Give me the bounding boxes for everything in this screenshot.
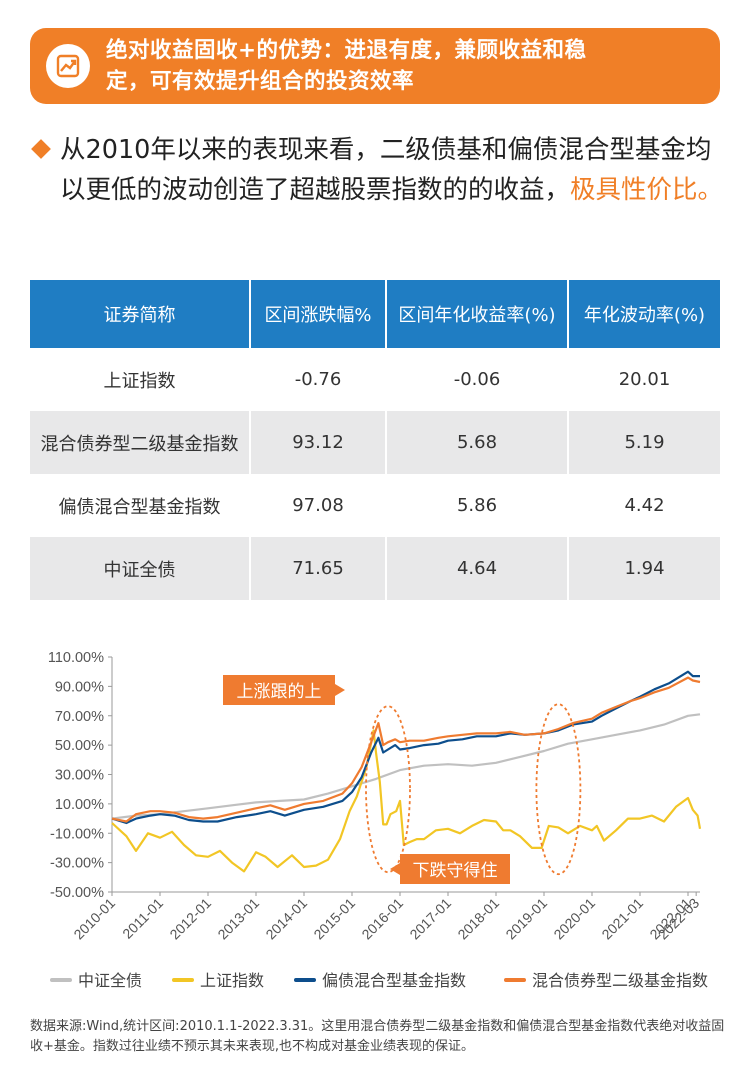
table-cell: 混合债券型二级基金指数: [30, 411, 251, 474]
table-row: 混合债券型二级基金指数 93.12 5.68 5.19: [30, 411, 720, 474]
legend-label: 中证全债: [78, 971, 142, 990]
table-cell: 5.19: [568, 411, 720, 474]
table-row: 中证全债 71.65 4.64 1.94: [30, 537, 720, 600]
x-tick-label: 2020-01: [550, 895, 598, 943]
title-banner: 绝对收益固收+的优势：进退有度，兼顾收益和稳 定，可有效提升组合的投资效率: [30, 28, 720, 104]
annotation-pointer-rise: [335, 684, 345, 696]
x-tick-label: 2010-01: [70, 895, 118, 943]
series-line-1: [111, 729, 702, 873]
header-cell: 区间年化收益率(%): [386, 280, 569, 348]
table-cell: 上证指数: [30, 348, 251, 411]
chart-arrow-icon: [46, 44, 90, 88]
x-tick-label: 2021-01: [598, 895, 646, 943]
header-cell: 区间涨跌幅%: [250, 280, 387, 348]
table-cell: 4.64: [386, 537, 569, 600]
header-cell: 年化波动率(%): [568, 280, 720, 348]
legend-label: 上证指数: [200, 971, 264, 990]
data-source-note: 数据来源:Wind,统计区间:2010.1.1-2022.3.31。这里用混合债…: [30, 1019, 725, 1054]
banner-title-line2: 定，可有效提升组合的投资效率: [106, 69, 415, 94]
y-tick-label: -30.00%: [50, 856, 104, 872]
series-line-3: [111, 676, 701, 823]
bullet-highlight: 极具性价比。: [570, 175, 724, 205]
table-cell: 93.12: [250, 411, 387, 474]
annotation-label-fall: 下跌守得住: [413, 861, 498, 881]
table-cell: -0.06: [386, 348, 569, 411]
table-cell: 20.01: [568, 348, 720, 411]
annotation-label-rise: 上涨跟的上: [237, 682, 322, 702]
highlight-ellipse-fall: [535, 703, 582, 876]
x-tick-label: 2012-01: [166, 895, 214, 943]
bullet-point: 从2010年以来的表现来看，二级债基和偏债混合型基金均以更低的波动创造了超越股票…: [30, 130, 725, 210]
table-cell: 71.65: [250, 537, 387, 600]
banner-title-line1: 绝对收益固收+的优势：进退有度，兼顾收益和稳: [106, 38, 587, 63]
y-tick-label: 110.00%: [48, 650, 104, 666]
legend-label: 混合债券型二级基金指数: [532, 971, 708, 990]
diamond-bullet-icon: [31, 139, 51, 159]
performance-table: 证券简称 区间涨跌幅% 区间年化收益率(%) 年化波动率(%) 上证指数 -0.…: [30, 280, 720, 600]
highlight-ellipse-rise: [365, 705, 411, 874]
table-cell: 97.08: [250, 474, 387, 537]
x-tick-label: 2011-01: [119, 895, 166, 942]
table-cell: 4.42: [568, 474, 720, 537]
performance-line-chart: 110.00% 90.00% 70.00% 50.00% 30.00% 10.00% -10…: [48, 650, 708, 990]
table-header-row: 证券简称 区间涨跌幅% 区间年化收益率(%) 年化波动率(%): [30, 280, 720, 348]
annotation-box-fall: [400, 854, 510, 884]
table-row: 偏债混合型基金指数 97.08 5.86 4.42: [30, 474, 720, 537]
x-tick-label: 2013-01: [214, 895, 262, 943]
x-tick-label: 2019-01: [502, 895, 550, 943]
table-cell: -0.76: [250, 348, 387, 411]
table-cell: 1.94: [568, 537, 720, 600]
x-tick-label: 2015-01: [310, 895, 358, 943]
annotation-pointer-fall: [390, 863, 400, 875]
bullet-body: 从2010年以来的表现来看，二级债基和偏债混合型基金均以更低的波动创造了超越股票…: [60, 135, 712, 205]
x-tick-label: 2017-01: [406, 895, 454, 943]
banner-title: 绝对收益固收+的优势：进退有度，兼顾收益和稳 定，可有效提升组合的投资效率: [106, 35, 587, 97]
legend-label: 偏债混合型基金指数: [322, 971, 466, 990]
y-tick-label: 50.00%: [55, 738, 104, 754]
table-cell: 偏债混合型基金指数: [30, 474, 251, 537]
y-tick-label: 10.00%: [55, 797, 104, 813]
x-tick-label: 2018-01: [454, 895, 502, 943]
series-line-0: [111, 713, 701, 820]
header-cell: 证券简称: [30, 280, 251, 348]
x-tick-label: 2014-01: [262, 895, 310, 943]
series-line-2: [111, 670, 700, 825]
y-tick-label: -10.00%: [50, 826, 104, 842]
table-cell: 中证全债: [30, 537, 251, 600]
bullet-text: 从2010年以来的表现来看，二级债基和偏债混合型基金均以更低的波动创造了超越股票…: [60, 130, 725, 210]
table-cell: 5.86: [386, 474, 569, 537]
y-tick-label: 70.00%: [55, 709, 104, 725]
x-tick-label: 2016-01: [358, 895, 406, 943]
y-tick-label: 30.00%: [55, 768, 104, 784]
y-tick-label: 90.00%: [55, 679, 104, 695]
annotation-box-rise: [223, 675, 335, 705]
table-row: 上证指数 -0.76 -0.06 20.01: [30, 348, 720, 411]
table-cell: 5.68: [386, 411, 569, 474]
y-tick-label: -50.00%: [50, 885, 104, 901]
